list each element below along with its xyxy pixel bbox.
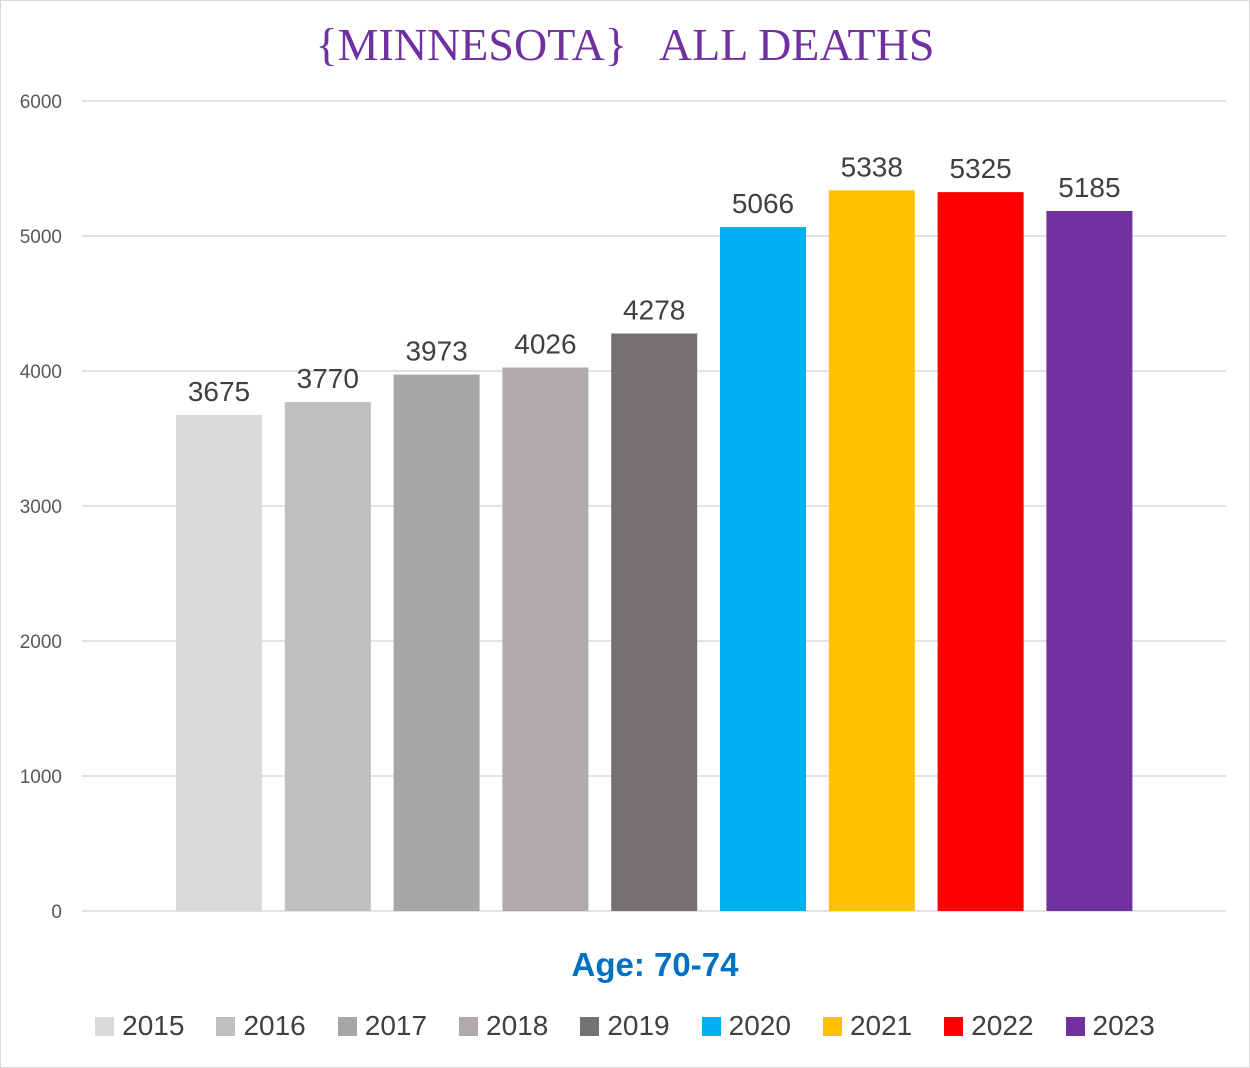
legend-item-2016: 2016	[216, 1010, 306, 1042]
bar-chart: 0 1000 2000 3000 4000 5000 6000 3675 3770 3973 40…	[20, 92, 1226, 983]
bars	[176, 190, 1133, 912]
y-tick-label-5000: 5000	[20, 227, 62, 248]
legend-label-2016: 2016	[243, 1010, 306, 1041]
data-label-2015: 3675	[188, 376, 250, 407]
data-label-2020: 5066	[732, 188, 794, 219]
x-axis-label: Age: 70-74	[572, 946, 740, 983]
legend-item-2017: 2017	[337, 1010, 428, 1042]
legend-swatch-2022	[944, 1016, 964, 1036]
y-tick-label-4000: 4000	[20, 362, 62, 383]
bar-2022	[937, 192, 1024, 911]
chart-title: {MINNESOTA} ALL DEATHS	[315, 19, 935, 70]
legend-swatch-2015	[95, 1016, 115, 1036]
legend-label-2017: 2017	[364, 1010, 428, 1041]
bar-2021	[828, 190, 915, 911]
y-tick-label-2000: 2000	[20, 632, 62, 653]
legend-swatch-2021	[822, 1016, 842, 1036]
legend-swatch-2020	[701, 1016, 721, 1036]
legend-label-2023: 2023	[1092, 1010, 1155, 1041]
legend-label-2020: 2020	[728, 1010, 791, 1041]
legend-label-2022: 2022	[971, 1010, 1034, 1041]
legend-swatch-2019	[580, 1016, 600, 1036]
legend-swatch-2018	[459, 1016, 479, 1036]
legend-swatch-2023	[1065, 1016, 1085, 1036]
legend-item-2021: 2021	[822, 1010, 913, 1042]
legend-swatch-2017	[337, 1016, 357, 1036]
data-label-2016: 3770	[297, 363, 359, 394]
data-label-2021: 5338	[841, 151, 903, 182]
y-axis-ticks: 0 1000 2000 3000 4000 5000 6000	[20, 92, 62, 923]
data-label-2017: 3973	[405, 336, 467, 367]
bar-2016	[284, 402, 371, 911]
y-tick-label-1000: 1000	[20, 767, 62, 788]
y-tick-label-3000: 3000	[20, 497, 62, 518]
data-labels: 3675 3770 3973 4026 4278 5066 5338 5325 5185	[188, 151, 1121, 407]
legend-item-2019: 2019	[580, 1010, 670, 1042]
legend-swatch-2016	[216, 1016, 236, 1036]
bar-2023	[1046, 211, 1133, 911]
legend-item-2020: 2020	[701, 1010, 791, 1042]
bar-2018	[502, 367, 589, 911]
data-label-2022: 5325	[949, 153, 1011, 184]
legend: 2015 2016 2017 2018 2019 2020 2021 2022 2023	[0, 1010, 1250, 1042]
bar-2017	[393, 374, 480, 911]
bar-2019	[611, 333, 698, 912]
y-tick-label-0: 0	[51, 902, 62, 923]
data-label-2018: 4026	[514, 328, 576, 359]
bar-2020	[720, 227, 806, 912]
legend-label-2019: 2019	[607, 1010, 670, 1041]
legend-item-2023: 2023	[1065, 1010, 1155, 1042]
data-label-2019: 4278	[623, 294, 685, 325]
legend-label-2015: 2015	[122, 1010, 185, 1041]
legend-label-2021: 2021	[849, 1010, 913, 1041]
y-tick-label-6000: 6000	[20, 92, 62, 113]
data-label-2023: 5185	[1058, 172, 1120, 203]
legend-item-2022: 2022	[944, 1010, 1034, 1042]
bar-2015	[176, 414, 262, 911]
legend-item-2018: 2018	[459, 1010, 548, 1042]
legend-label-2018: 2018	[486, 1010, 549, 1041]
legend-item-2015: 2015	[95, 1010, 184, 1042]
